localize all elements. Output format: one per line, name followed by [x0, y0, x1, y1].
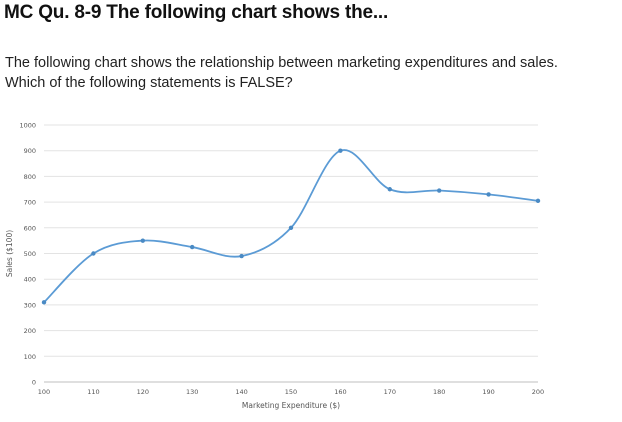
- data-point-170: [387, 187, 392, 192]
- data-markers: [41, 148, 541, 305]
- y-tick-0: 0: [32, 379, 36, 387]
- data-point-180: [437, 188, 442, 193]
- y-tick-400: 400: [24, 276, 36, 284]
- y-tick-200: 200: [24, 327, 36, 335]
- y-tick-300: 300: [24, 301, 36, 309]
- question-heading: MC Qu. 8-9 The following chart shows the…: [4, 2, 389, 23]
- x-tick-140: 140: [235, 388, 247, 396]
- y-tick-1000: 1000: [19, 122, 36, 130]
- x-tick-160: 160: [334, 388, 346, 396]
- data-point-100: [41, 300, 47, 305]
- y-axis-label: Sales ($100): [5, 230, 14, 277]
- data-point-190: [486, 192, 491, 197]
- data-point-200: [535, 198, 541, 204]
- x-tick-180: 180: [433, 388, 445, 396]
- x-tick-110: 110: [87, 388, 99, 396]
- question-text: The following chart shows the relationsh…: [5, 53, 617, 93]
- y-tick-700: 700: [24, 199, 36, 207]
- question-line-2: Which of the following statements is FAL…: [5, 75, 293, 91]
- x-tick-190: 190: [482, 388, 494, 396]
- data-point-130: [190, 244, 195, 250]
- y-tick-600: 600: [24, 224, 36, 232]
- x-tick-200: 200: [532, 388, 544, 396]
- data-point-140: [239, 253, 244, 259]
- question-line-1: The following chart shows the relationsh…: [5, 55, 558, 71]
- x-axis-label: Marketing Expenditure ($): [242, 401, 340, 410]
- data-point-150: [288, 225, 294, 230]
- y-tick-800: 800: [24, 173, 36, 181]
- y-tick-900: 900: [24, 147, 36, 155]
- data-point-110: [91, 251, 96, 256]
- x-tick-130: 130: [186, 388, 198, 396]
- x-tick-150: 150: [285, 388, 297, 396]
- gridlines: [44, 124, 538, 383]
- x-tick-100: 100: [38, 388, 50, 396]
- data-point-120: [140, 238, 145, 243]
- y-tick-labels: 0 100 200 300 400 500 600 700 800 900 1000: [19, 122, 36, 387]
- x-tick-170: 170: [384, 388, 396, 396]
- x-tick-labels: 100 110 120 130 140 150 160 170 180 190 200: [38, 388, 544, 396]
- y-tick-100: 100: [24, 353, 36, 361]
- data-point-160: [338, 148, 343, 153]
- x-tick-120: 120: [137, 388, 149, 396]
- y-tick-500: 500: [24, 250, 36, 258]
